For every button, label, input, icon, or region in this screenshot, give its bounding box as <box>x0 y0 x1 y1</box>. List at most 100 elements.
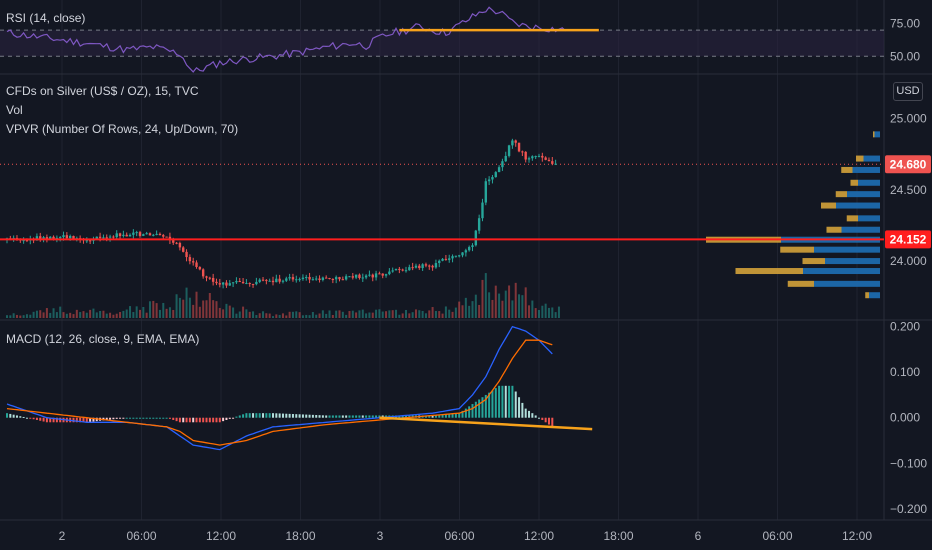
volume-bar <box>52 308 55 318</box>
macd-histogram-bar <box>531 413 534 418</box>
candle-body <box>165 236 168 238</box>
volume-bar <box>557 306 560 318</box>
macd-histogram-bar <box>468 406 471 418</box>
macd-histogram-bar <box>119 417 122 419</box>
volume-bar <box>541 305 544 318</box>
candle-body <box>551 161 554 164</box>
candle-body <box>88 240 92 242</box>
volume-bar <box>434 310 437 318</box>
candle-body <box>441 258 444 261</box>
candle-body <box>544 157 547 160</box>
macd-histogram-bar <box>434 415 437 418</box>
volume-bar <box>192 304 195 318</box>
candle-body <box>398 268 401 270</box>
macd-histogram-bar <box>494 388 497 418</box>
macd-histogram-bar <box>6 413 8 418</box>
candle-body <box>517 142 521 152</box>
macd-histogram-bar <box>262 413 265 418</box>
chart-title-legend: CFDs on Silver (US$ / OZ), 15, TVC <box>6 84 199 98</box>
macd-histogram-bar <box>311 414 314 418</box>
candle-body <box>172 240 175 243</box>
volume-bar <box>188 297 191 318</box>
candle-body <box>384 274 388 276</box>
macd-histogram-bar <box>288 413 291 418</box>
candle-body <box>162 235 165 237</box>
macd-histogram-bar <box>428 415 431 418</box>
current-price-label: 24.680 <box>890 157 927 171</box>
vp-up-bar <box>841 226 880 233</box>
candle-body <box>414 265 418 268</box>
candle-body <box>421 264 424 269</box>
macd-histogram-bar <box>504 385 507 418</box>
candle-body <box>471 245 474 248</box>
candle-body <box>295 279 298 281</box>
candle-body <box>454 255 458 257</box>
currency-badge[interactable]: USD <box>893 82 923 101</box>
candle-body <box>487 179 491 182</box>
candle-body <box>315 278 318 280</box>
candle-body <box>474 230 478 246</box>
candle-body <box>374 273 378 278</box>
macd-histogram-bar <box>45 417 48 423</box>
vp-down-bar <box>850 179 858 186</box>
candle-body <box>275 278 278 283</box>
volume-bar <box>331 315 334 318</box>
volume-bar <box>528 305 531 318</box>
candle-body <box>371 274 374 278</box>
macd-histogram-bar <box>431 415 434 418</box>
candle-body <box>281 280 285 282</box>
candle-body <box>118 233 122 237</box>
volume-bar <box>172 309 175 318</box>
volume-bar <box>62 312 65 318</box>
candle-body <box>258 279 261 282</box>
candle-body <box>521 151 524 153</box>
candle-body <box>241 281 245 284</box>
candle-body <box>215 281 218 284</box>
candle-body <box>334 277 338 280</box>
macd-histogram-bar <box>129 417 132 419</box>
volume-bar <box>408 313 411 318</box>
candle-body <box>132 232 135 235</box>
volume-bar <box>414 309 417 318</box>
candle-body <box>361 277 364 279</box>
candle-body <box>451 256 454 259</box>
volume-bar <box>155 303 158 318</box>
macd-histogram-bar <box>139 417 141 419</box>
volume-bar <box>368 312 371 318</box>
macd-histogram-bar <box>508 385 511 418</box>
macd-histogram-bar <box>39 417 42 421</box>
macd-histogram-bar <box>35 417 38 420</box>
vp-down-bar <box>780 246 814 253</box>
macd-histogram-bar <box>258 413 261 418</box>
macd-histogram-bar <box>59 417 62 423</box>
candle-body <box>155 233 158 235</box>
macd-histogram-bar <box>355 415 358 418</box>
rsi-legend: RSI (14, close) <box>6 11 86 25</box>
macd-histogram-bar <box>351 415 354 418</box>
volume-bar <box>295 311 298 318</box>
volume-bar <box>262 311 265 318</box>
volume-bar <box>72 314 75 318</box>
candle-body <box>511 140 514 146</box>
candle-body <box>318 278 321 281</box>
candle-body <box>95 236 98 240</box>
macd-histogram-bar <box>208 417 211 423</box>
volume-bar <box>272 316 274 318</box>
macd-histogram-bar <box>281 413 284 418</box>
macd-histogram-bar <box>471 404 474 418</box>
macd-histogram-bar <box>192 417 195 423</box>
volume-bar <box>185 287 188 318</box>
volume-bar <box>208 292 211 318</box>
time-axis-label: 3 <box>377 529 384 543</box>
volume-bar <box>105 313 108 318</box>
volume-bar <box>504 290 507 318</box>
candle-body <box>49 236 52 239</box>
candle-body <box>331 279 335 281</box>
candle-body <box>85 240 88 242</box>
candle-body <box>328 278 331 280</box>
macd-histogram-bar <box>32 417 35 420</box>
macd-histogram-bar <box>441 414 444 418</box>
volume-bar <box>82 311 85 318</box>
